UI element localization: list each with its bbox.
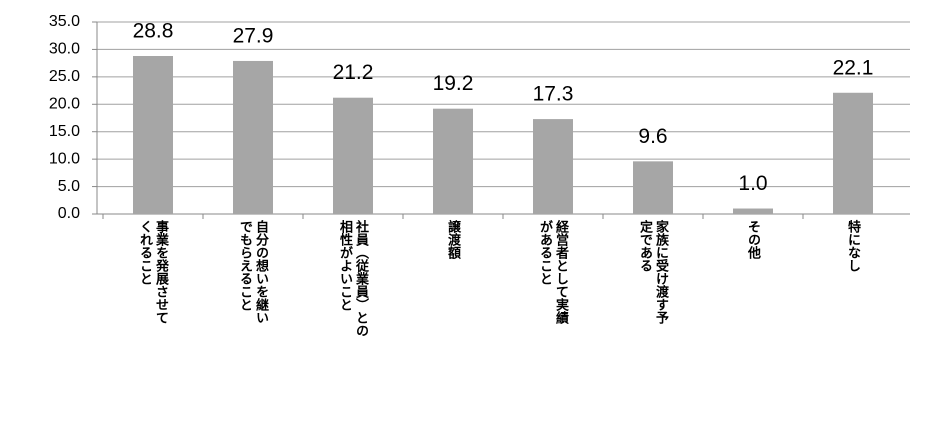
x-tick-label: 譲渡額 <box>446 220 461 259</box>
y-tick-label: 10.0 <box>49 150 80 167</box>
y-tick-label: 30.0 <box>49 41 80 58</box>
y-tick-label: 20.0 <box>49 96 80 113</box>
bar <box>733 208 773 214</box>
bar <box>333 97 373 214</box>
x-tick-label: 特になし <box>846 220 861 272</box>
y-tick-label: 0.0 <box>58 205 80 222</box>
value-label: 27.9 <box>233 24 274 47</box>
y-tick-label: 25.0 <box>49 68 80 85</box>
x-tick-label: 社員（従業員）との 相性がよいこと <box>338 220 369 337</box>
x-tick-label: 自分の想いを継い でもらえること <box>238 220 269 324</box>
y-tick-label: 15.0 <box>49 123 80 140</box>
y-tick-label: 35.0 <box>49 13 80 30</box>
value-label: 1.0 <box>738 172 767 195</box>
bar <box>133 56 173 214</box>
y-tick-label: 5.0 <box>58 178 80 195</box>
x-tick-label: 事業を発展させて くれること <box>138 220 169 324</box>
x-tick-label: 経営者として実績 があること <box>538 220 569 324</box>
x-tick-label: 家族に受け渡す予 定である <box>638 220 669 324</box>
value-label: 19.2 <box>433 72 474 95</box>
value-label: 22.1 <box>833 56 874 79</box>
bar <box>533 119 573 214</box>
bar <box>833 92 873 214</box>
bar <box>233 60 273 214</box>
value-label: 21.2 <box>333 61 374 84</box>
x-tick-label: その他 <box>746 220 761 259</box>
value-label: 9.6 <box>638 125 667 148</box>
bar <box>633 161 673 214</box>
value-label: 17.3 <box>533 83 574 106</box>
value-label: 28.8 <box>133 20 174 43</box>
bar <box>433 108 473 214</box>
